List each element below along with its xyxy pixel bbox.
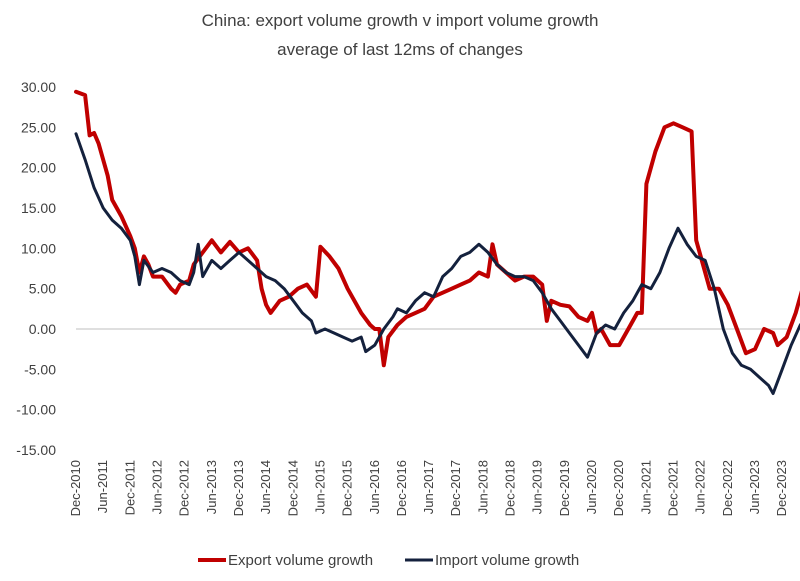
y-tick-label: 20.00	[21, 160, 56, 176]
x-tick-label: Jun-2014	[258, 460, 273, 514]
x-tick-label: Jun-2023	[747, 460, 762, 514]
x-tick-label: Jun-2016	[367, 460, 382, 514]
x-tick-label: Dec-2013	[231, 460, 246, 516]
x-tick-label: Dec-2017	[448, 460, 463, 516]
x-tick-label: Jun-2022	[693, 460, 708, 514]
x-tick-label: Jun-2012	[149, 460, 164, 514]
x-tick-label: Dec-2022	[720, 460, 735, 516]
series-line-import	[74, 132, 800, 395]
x-tick-label: Jun-2018	[475, 460, 490, 514]
y-tick-label: -5.00	[24, 361, 56, 377]
legend-label-import: Import volume growth	[435, 552, 579, 569]
x-tick-label: Jun-2021	[638, 460, 653, 514]
x-tick-label: Jun-2017	[421, 460, 436, 514]
y-axis: 30.00 25.00 20.00 15.00 10.00 5.00 0.00 -5.00 -1…	[16, 79, 56, 458]
chart-subtitle: average of last 12ms of changes	[277, 40, 523, 59]
legend: Export volume growth Import volume growth	[198, 552, 579, 569]
y-tick-label: 5.00	[29, 281, 56, 297]
y-tick-label: 0.00	[29, 321, 56, 337]
y-tick-label: 30.00	[21, 79, 56, 95]
series-line-export	[74, 89, 800, 368]
x-tick-label: Dec-2015	[340, 460, 355, 516]
y-tick-label: 15.00	[21, 200, 56, 216]
x-tick-label: Jun-2011	[95, 460, 110, 513]
x-tick-label: Jun-2015	[312, 460, 327, 514]
x-axis: Dec-2010 Jun-2011 Dec-2011 Jun-2012 Dec-2012…	[68, 460, 789, 516]
x-tick-label: Dec-2018	[503, 460, 518, 516]
y-tick-label: -15.00	[16, 442, 56, 458]
x-tick-label: Dec-2011	[122, 460, 137, 515]
chart-title: China: export volume growth v import vol…	[202, 11, 599, 30]
legend-label-export: Export volume growth	[228, 552, 373, 569]
x-tick-label: Dec-2019	[557, 460, 572, 516]
x-tick-label: Jun-2020	[584, 460, 599, 514]
x-tick-label: Dec-2016	[394, 460, 409, 516]
y-tick-label: 25.00	[21, 119, 56, 135]
x-tick-label: Jun-2019	[530, 460, 545, 514]
y-tick-label: -10.00	[16, 402, 56, 418]
x-tick-label: Dec-2010	[68, 460, 83, 516]
plot-area	[74, 89, 800, 395]
x-tick-label: Dec-2021	[666, 460, 681, 516]
x-tick-label: Jun-2013	[204, 460, 219, 514]
x-tick-label: Dec-2012	[177, 460, 192, 516]
x-tick-label: Dec-2020	[611, 460, 626, 516]
x-tick-label: Dec-2023	[774, 460, 789, 516]
y-tick-label: 10.00	[21, 240, 56, 256]
x-tick-label: Dec-2014	[285, 460, 300, 516]
